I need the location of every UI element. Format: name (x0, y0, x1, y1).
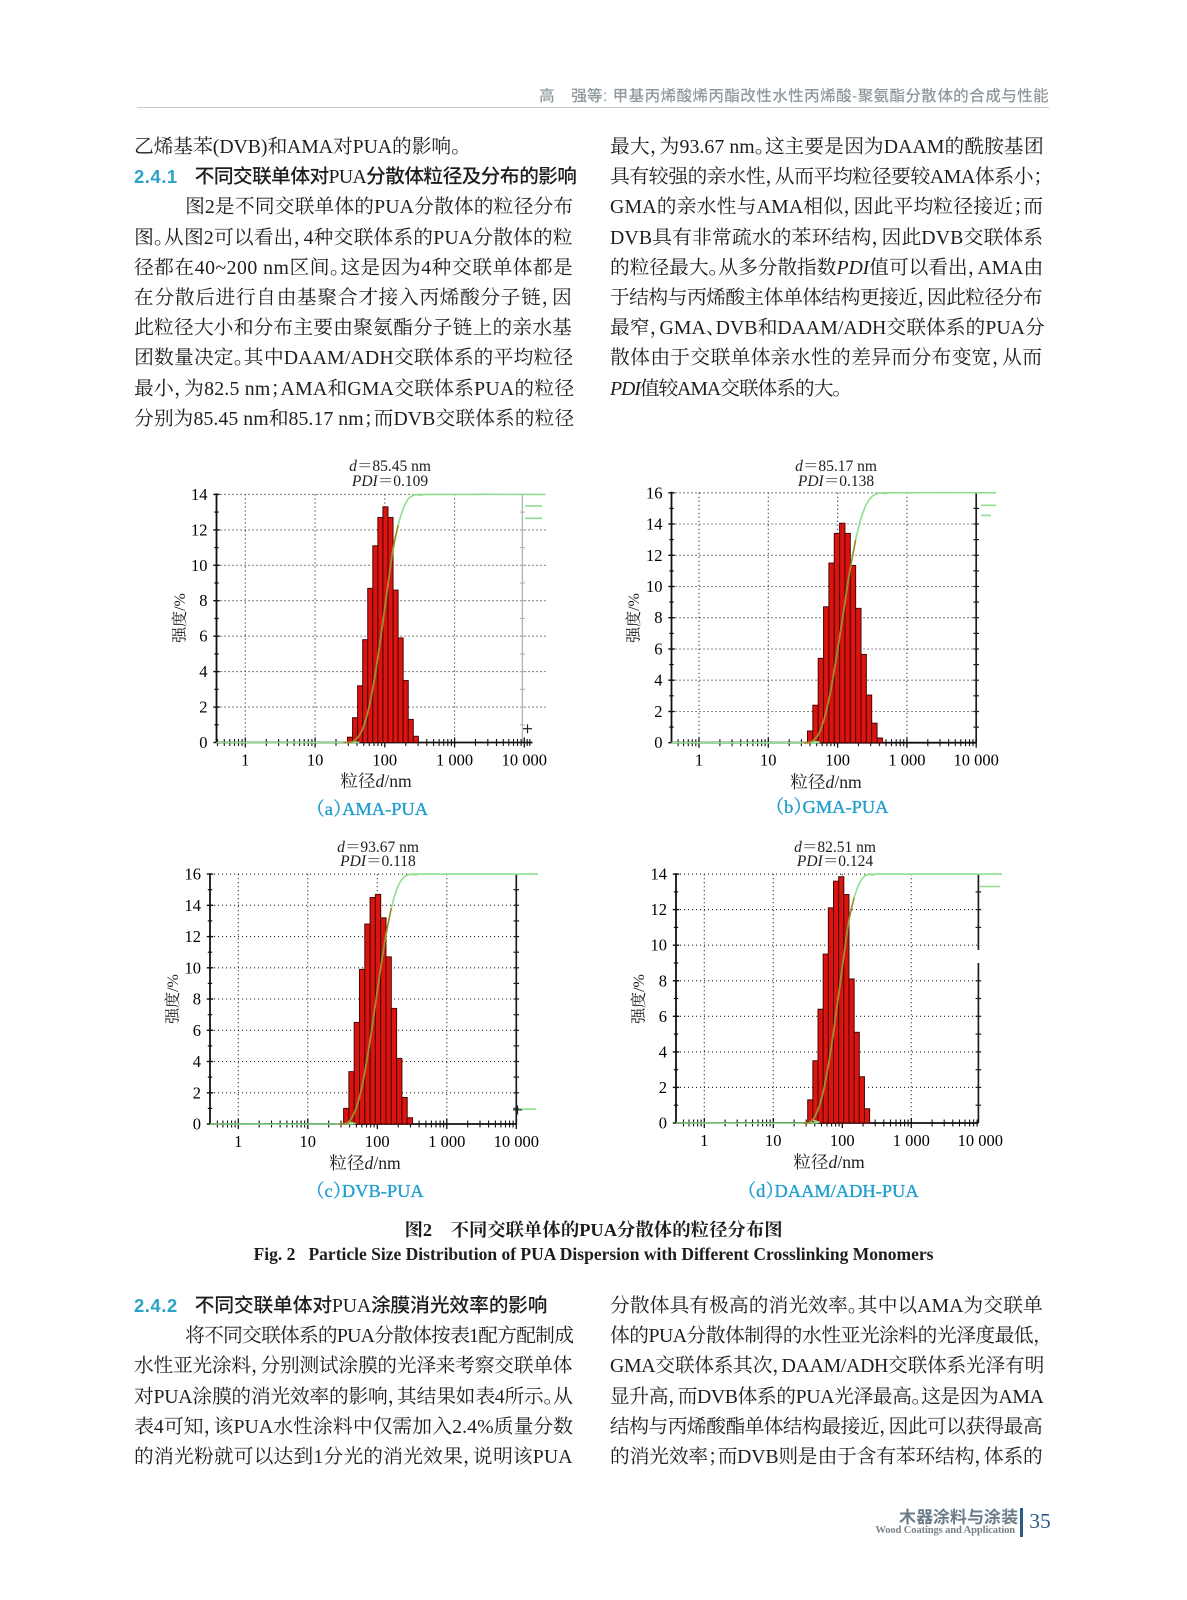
svg-text:10: 10 (765, 1131, 782, 1150)
svg-text:10: 10 (646, 577, 663, 596)
svg-text:6: 6 (659, 1007, 667, 1026)
svg-text:100: 100 (825, 751, 850, 770)
svg-text:6: 6 (654, 640, 662, 659)
svg-text:1 000: 1 000 (893, 1131, 930, 1150)
svg-text:16: 16 (646, 483, 663, 502)
svg-text:1 000: 1 000 (428, 1132, 465, 1151)
svg-text:10: 10 (651, 936, 668, 955)
svg-text:8: 8 (193, 990, 201, 1009)
svg-text:1: 1 (695, 751, 703, 770)
svg-text:14: 14 (646, 515, 663, 534)
svg-text:8: 8 (659, 971, 667, 990)
svg-text:1: 1 (234, 1132, 242, 1151)
svg-text:8: 8 (199, 591, 207, 610)
svg-text:10 000: 10 000 (502, 751, 547, 770)
svg-text:14: 14 (191, 485, 208, 504)
svg-text:2: 2 (193, 1083, 201, 1102)
svg-text:2: 2 (199, 698, 207, 717)
svg-text:4: 4 (654, 671, 662, 690)
svg-text:4: 4 (659, 1042, 667, 1061)
svg-text:10 000: 10 000 (958, 1131, 1003, 1150)
svg-text:100: 100 (365, 1132, 390, 1151)
svg-text:12: 12 (185, 927, 202, 946)
svg-text:0: 0 (199, 733, 207, 752)
svg-text:0: 0 (659, 1114, 667, 1133)
svg-text:1: 1 (700, 1131, 708, 1150)
svg-text:6: 6 (193, 1021, 201, 1040)
svg-text:14: 14 (185, 896, 202, 915)
svg-text:1: 1 (241, 751, 249, 770)
svg-text:16: 16 (185, 865, 202, 884)
svg-text:100: 100 (830, 1131, 855, 1150)
svg-text:2: 2 (659, 1078, 667, 1097)
svg-text:0: 0 (193, 1115, 201, 1134)
svg-text:100: 100 (372, 751, 397, 770)
svg-text:10: 10 (760, 751, 777, 770)
svg-text:4: 4 (193, 1052, 201, 1071)
svg-text:8: 8 (654, 608, 662, 627)
svg-text:12: 12 (646, 546, 663, 565)
svg-text:10: 10 (191, 556, 208, 575)
svg-text:6: 6 (199, 627, 207, 646)
svg-text:10 000: 10 000 (494, 1132, 539, 1151)
svg-text:10: 10 (185, 958, 202, 977)
svg-text:10 000: 10 000 (954, 751, 999, 770)
svg-text:1 000: 1 000 (436, 751, 473, 770)
svg-text:1 000: 1 000 (888, 751, 925, 770)
svg-text:12: 12 (651, 900, 668, 919)
svg-text:12: 12 (191, 520, 208, 539)
svg-text:14: 14 (651, 865, 668, 884)
svg-text:4: 4 (199, 662, 207, 681)
svg-text:2: 2 (654, 702, 662, 721)
svg-text:10: 10 (307, 751, 324, 770)
svg-text:0: 0 (654, 733, 662, 752)
svg-text:10: 10 (300, 1132, 317, 1151)
